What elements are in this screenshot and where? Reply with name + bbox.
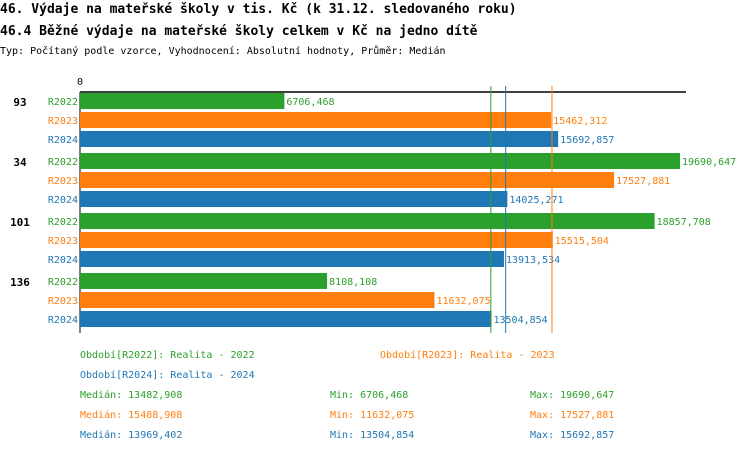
group-label: 136 xyxy=(10,276,30,289)
data-label: 15462,312 xyxy=(553,116,607,127)
bar xyxy=(80,213,655,229)
group-label: 101 xyxy=(10,216,30,229)
legend-entry: Období[R2024]: Realita - 2024 xyxy=(80,369,255,381)
data-label: 14025,271 xyxy=(509,195,563,206)
bar xyxy=(80,93,285,109)
series-tick-label: R2022 xyxy=(48,217,78,228)
stat-median: Medián: 13969,402 xyxy=(80,429,182,441)
data-label: 15515,504 xyxy=(555,236,609,247)
stat-max: Max: 15692,857 xyxy=(530,430,614,441)
chart-subtitle: Typ: Počítaný podle vzorce, Vyhodnocení:… xyxy=(0,45,446,57)
series-tick-label: R2024 xyxy=(48,135,78,146)
series-tick-label: R2023 xyxy=(48,296,78,307)
data-label: 18857,708 xyxy=(657,217,711,228)
stat-min: Min: 6706,468 xyxy=(330,390,408,401)
bar xyxy=(80,112,552,128)
x-axis-zero-label: 0 xyxy=(77,77,83,88)
bar xyxy=(80,172,615,188)
chart-title-2: 46.4 Běžné výdaje na mateřské školy celk… xyxy=(0,24,478,39)
series-tick-label: R2022 xyxy=(48,157,78,168)
stat-max: Max: 17527,881 xyxy=(530,410,614,421)
data-label: 8108,108 xyxy=(329,277,377,288)
bar xyxy=(80,191,508,207)
series-tick-label: R2024 xyxy=(48,255,78,266)
data-label: 6706,468 xyxy=(286,97,334,108)
stat-median: Medián: 15488,908 xyxy=(80,409,182,421)
group-label: 34 xyxy=(13,156,27,169)
bar xyxy=(80,311,492,327)
series-tick-label: R2022 xyxy=(48,277,78,288)
series-tick-label: R2024 xyxy=(48,315,78,326)
bar xyxy=(80,273,328,289)
series-tick-label: R2022 xyxy=(48,97,78,108)
data-label: 19690,647 xyxy=(682,157,736,168)
series-tick-label: R2023 xyxy=(48,236,78,247)
legend-entry: Období[R2023]: Realita - 2023 xyxy=(380,349,555,361)
stat-median: Medián: 13482,908 xyxy=(80,389,182,401)
bar xyxy=(80,251,504,267)
bar xyxy=(80,131,559,147)
group-label: 93 xyxy=(13,96,26,109)
series-tick-label: R2024 xyxy=(48,195,78,206)
series-tick-label: R2023 xyxy=(48,116,78,127)
stat-max: Max: 19690,647 xyxy=(530,390,614,401)
bar xyxy=(80,292,435,308)
data-label: 13913,534 xyxy=(506,255,560,266)
series-tick-label: R2023 xyxy=(48,176,78,187)
bar xyxy=(80,153,680,169)
stat-min: Min: 11632,075 xyxy=(330,410,414,421)
data-label: 13504,854 xyxy=(494,315,548,326)
data-label: 11632,075 xyxy=(436,296,490,307)
legend-entry: Období[R2022]: Realita - 2022 xyxy=(80,349,255,361)
data-label: 15692,857 xyxy=(560,135,614,146)
bar xyxy=(80,232,553,248)
data-label: 17527,881 xyxy=(616,176,670,187)
chart-title: 46. Výdaje na mateřské školy v tis. Kč (… xyxy=(0,2,517,17)
stat-min: Min: 13504,854 xyxy=(330,430,414,441)
